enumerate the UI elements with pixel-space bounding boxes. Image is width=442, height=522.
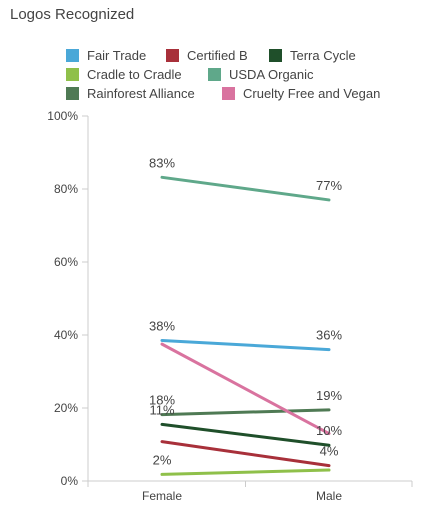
series-line-rainforest-alliance bbox=[160, 408, 331, 417]
legend: Fair Trade Certified B Terra Cycle Cradle t… bbox=[0, 0, 442, 110]
data-label: 11% bbox=[149, 402, 174, 417]
data-label: 18% bbox=[149, 393, 175, 408]
legend-swatch bbox=[66, 68, 79, 81]
data-labels: 38% 36% 4% 11% 10% 2% 83% 77% 18% 19% bbox=[149, 155, 342, 467]
legend-item-certified-b[interactable]: Certified B bbox=[166, 48, 248, 63]
y-tick-label: 20% bbox=[54, 401, 78, 415]
series-line-fair-trade bbox=[160, 338, 331, 352]
y-tick-label: 80% bbox=[54, 182, 78, 196]
chart-title: Logos Recognized bbox=[10, 6, 135, 23]
legend-label: Terra Cycle bbox=[290, 48, 356, 63]
legend-swatch bbox=[66, 49, 79, 62]
x-tick-label: Male bbox=[316, 489, 342, 503]
legend-label: USDA Organic bbox=[229, 67, 314, 82]
data-label: 83% bbox=[149, 155, 175, 170]
legend-label: Cradle to Cradle bbox=[87, 67, 182, 82]
axes: 0% 20% 40% 60% 80% 100% Female Male bbox=[47, 109, 413, 503]
series-line-cruelty-free-and-vegan bbox=[160, 342, 331, 436]
data-label: 36% bbox=[316, 328, 342, 343]
legend-label: Fair Trade bbox=[87, 48, 147, 63]
legend-item-fair-trade[interactable]: Fair Trade bbox=[66, 48, 146, 63]
legend-item-terra-cycle[interactable]: Terra Cycle bbox=[269, 48, 356, 63]
y-tick-label: 100% bbox=[47, 109, 78, 123]
legend-item-cruelty-free-and-vegan[interactable]: Cruelty Free and Vegan bbox=[222, 86, 380, 101]
legend-swatch bbox=[66, 87, 79, 100]
y-tick-label: 0% bbox=[61, 474, 79, 488]
data-label: 19% bbox=[316, 388, 342, 403]
series-line-certified-b bbox=[160, 440, 331, 468]
legend-item-cradle-to-cradle[interactable]: Cradle to Cradle bbox=[66, 67, 182, 82]
legend-label: Rainforest Alliance bbox=[87, 86, 195, 101]
legend-swatch bbox=[222, 87, 235, 100]
legend-item-usda-organic[interactable]: USDA Organic bbox=[208, 67, 314, 82]
data-label: 4% bbox=[320, 444, 339, 459]
legend-label: Cruelty Free and Vegan bbox=[243, 86, 381, 101]
x-tick-label: Female bbox=[142, 489, 182, 503]
legend-label: Certified B bbox=[187, 48, 248, 63]
data-label: 10% bbox=[316, 423, 342, 438]
data-label: 2% bbox=[153, 452, 172, 467]
series-line-usda-organic bbox=[160, 175, 331, 202]
legend-item-rainforest-alliance[interactable]: Rainforest Alliance bbox=[66, 86, 195, 101]
legend-swatch bbox=[208, 68, 221, 81]
series-lines bbox=[160, 175, 331, 476]
data-label: 77% bbox=[316, 178, 342, 193]
y-tick-label: 40% bbox=[54, 328, 78, 342]
legend-swatch bbox=[166, 49, 179, 62]
series-line-cradle-to-cradle bbox=[160, 468, 331, 476]
y-tick-label: 60% bbox=[54, 255, 78, 269]
legend-swatch bbox=[269, 49, 282, 62]
data-label: 38% bbox=[149, 318, 175, 333]
series-line-terra-cycle bbox=[160, 422, 331, 447]
